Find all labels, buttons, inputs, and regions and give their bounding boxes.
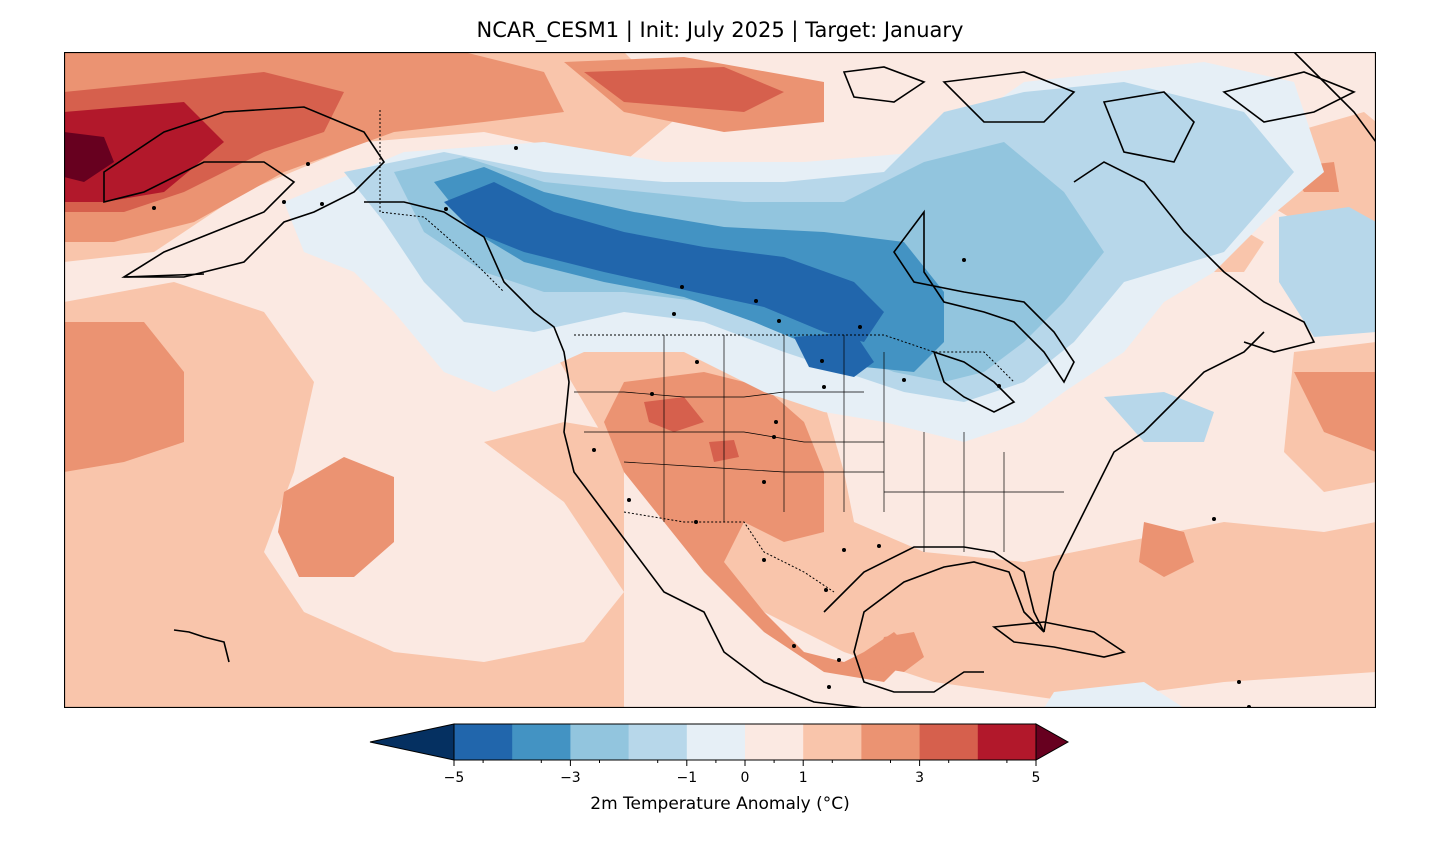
colorbar-tick-label: 1 xyxy=(799,770,808,786)
field-band-pos2-atlantic-ne xyxy=(1294,372,1376,452)
colorbar-tick-label: 0 xyxy=(741,770,750,786)
colorbar-segment xyxy=(686,724,746,760)
map-border xyxy=(64,52,1376,708)
colorbar-segment xyxy=(919,724,979,760)
intl-borders xyxy=(379,110,1015,593)
colorbar-tick-label: −3 xyxy=(560,770,581,786)
colorbar-tick-label: −1 xyxy=(676,770,697,786)
field-band-neg4 xyxy=(444,182,884,342)
canada-arctic-3 xyxy=(1102,91,1195,163)
field-band-neg1-labrador-sea xyxy=(1279,207,1376,337)
colorbar-svg: −5 −3 −1 0 1 3 5 xyxy=(369,723,1070,786)
canada-arctic-4 xyxy=(1222,71,1356,123)
pacific-nw-coast xyxy=(364,201,865,708)
field-band-pos5-alaska xyxy=(64,132,114,182)
alaska-coast xyxy=(103,106,386,278)
anomaly-map xyxy=(64,52,1376,708)
colorbar-over-arrow xyxy=(1035,723,1070,761)
colorbar-segment xyxy=(861,724,921,760)
field-band-neg4-minn xyxy=(794,332,874,377)
cuba xyxy=(991,621,1126,658)
field-band-pos2-pacific-center xyxy=(278,457,394,577)
greenland-west xyxy=(1293,52,1376,143)
colorbar-tick-label: −5 xyxy=(444,770,465,786)
colorbar-segment xyxy=(745,724,804,760)
canada-arctic-2 xyxy=(942,71,1076,123)
field-band-neg0-florida-east xyxy=(1044,682,1184,708)
colorbar-segment xyxy=(628,724,688,760)
colorbar-segment xyxy=(803,724,862,760)
colorbar-tick-label: 3 xyxy=(915,770,924,786)
colorbar-segment xyxy=(512,724,571,760)
colorbar-segment xyxy=(977,724,1037,760)
state-borders xyxy=(574,335,1064,552)
hudson-bay xyxy=(893,209,1075,384)
field-band-pos2-gulf-mexico xyxy=(874,632,924,672)
field-band-pos2-atlantic-east xyxy=(1139,522,1194,577)
colorbar: −5 −3 −1 0 1 3 5 xyxy=(368,720,1072,820)
field-band-pos3-arctic xyxy=(584,67,784,112)
colorbar-segment xyxy=(454,724,513,760)
field-band-pos2-conus-sw xyxy=(604,372,914,682)
field-band-pos3-utah xyxy=(644,397,704,432)
atlantic-coast xyxy=(1043,331,1265,633)
colorbar-segment xyxy=(570,724,630,760)
alaska-canada-border xyxy=(379,110,505,293)
field-band-pos2-pacific-west xyxy=(64,322,184,472)
colorbar-label: 2m Temperature Anomaly (°C) xyxy=(590,794,850,814)
colorbar-under-arrow xyxy=(369,723,455,761)
chart-title: NCAR_CESM1 | Init: July 2025 | Target: J… xyxy=(476,18,964,42)
city-markers xyxy=(152,146,1251,708)
field-band-pos1-pacific xyxy=(64,282,624,708)
aleutians xyxy=(123,273,205,278)
canada-arctic-1 xyxy=(842,66,926,103)
colorbar-tick-label: 5 xyxy=(1032,770,1041,786)
us-canada-border xyxy=(574,334,1015,383)
great-lakes xyxy=(932,350,1016,413)
coastlines xyxy=(103,52,1376,708)
gulf-coast xyxy=(823,546,1045,693)
hawaii xyxy=(173,629,230,663)
map-svg xyxy=(64,52,1376,708)
labrador-coast xyxy=(1073,161,1316,353)
